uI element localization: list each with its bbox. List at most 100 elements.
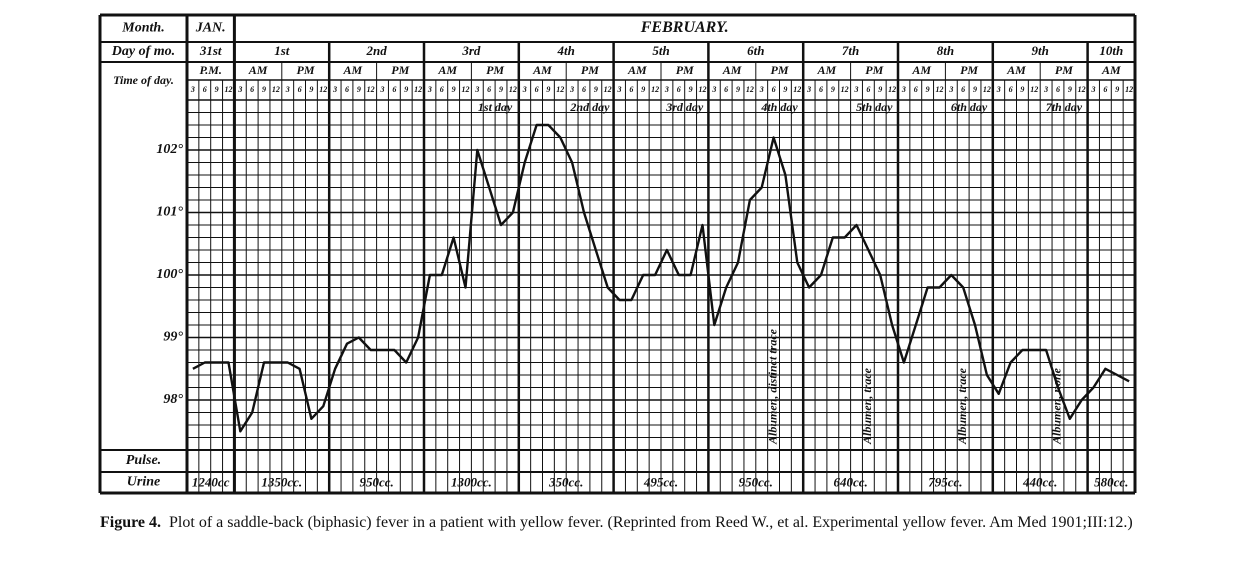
hour-label: 12	[651, 85, 659, 94]
hour-label: 9	[499, 85, 503, 94]
hour-label: 3	[380, 85, 385, 94]
urine-label: 580cc.	[1094, 474, 1128, 489]
hour-label: 9	[452, 85, 456, 94]
hour-label: 12	[461, 85, 469, 94]
hour-label: 3	[474, 85, 479, 94]
month-label: FEBRUARY.	[640, 19, 729, 36]
y-tick-label: 100°	[156, 267, 183, 282]
hour-label: 3	[664, 85, 669, 94]
hour-label: 9	[404, 85, 408, 94]
albumen-note: Albumen, trace	[860, 367, 874, 445]
y-tick-label: 98°	[163, 392, 183, 407]
hour-label: 12	[414, 85, 422, 94]
day-label: 10th	[1099, 43, 1123, 58]
urine-label: 1350cc.	[261, 474, 302, 489]
hour-label: 6	[819, 85, 823, 94]
urine-label: 1240cc	[192, 474, 230, 489]
day-label: 8th	[937, 43, 954, 58]
hour-label: 9	[783, 85, 787, 94]
period-label: PM	[297, 63, 315, 77]
illness-day-note: 5th day	[856, 100, 893, 114]
period-label: PM	[581, 63, 599, 77]
period-label: AM	[437, 63, 457, 77]
y-tick-label: 102°	[156, 142, 183, 157]
hour-label: 12	[1078, 85, 1086, 94]
hour-label: 9	[309, 85, 313, 94]
hour-label: 9	[736, 85, 740, 94]
illness-day-note: 4th day	[760, 100, 798, 114]
caption: Figure 4. Plot of a saddle-back (biphasi…	[100, 511, 1225, 534]
hour-label: 3	[806, 85, 811, 94]
period-label: AM	[532, 63, 552, 77]
hour-label: 6	[535, 85, 539, 94]
hour-label: 9	[215, 85, 219, 94]
hour-label: 12	[888, 85, 896, 94]
hour-label: 6	[298, 85, 302, 94]
hour-label: 12	[1030, 85, 1038, 94]
hour-label: 12	[793, 85, 801, 94]
caption-text: Plot of a saddle-back (biphasic) fever i…	[169, 514, 1133, 531]
hour-label: 6	[772, 85, 776, 94]
hour-label: 3	[901, 85, 906, 94]
hour-label: 12	[509, 85, 517, 94]
albumen-note: Albumen, none	[1050, 367, 1064, 445]
hour-label: 12	[556, 85, 564, 94]
hour-label: 3	[332, 85, 337, 94]
hour-label: 3	[711, 85, 716, 94]
illness-day-note: 1st day	[478, 100, 513, 114]
row-label: Pulse.	[126, 453, 161, 468]
hour-label: 6	[250, 85, 254, 94]
period-label: PM	[960, 63, 978, 77]
period-label: AM	[911, 63, 931, 77]
illness-day-note: 7th day	[1046, 100, 1083, 114]
row-label: Time of day.	[113, 73, 174, 87]
hour-label: 9	[641, 85, 645, 94]
day-label: 6th	[747, 43, 764, 58]
hour-label: 3	[190, 85, 195, 94]
hour-label: 3	[1091, 85, 1096, 94]
hour-label: 6	[1009, 85, 1013, 94]
urine-label: 495cc.	[643, 474, 678, 489]
illness-day-note: 3rd day	[665, 100, 704, 114]
period-label: PM	[771, 63, 789, 77]
hour-label: 6	[677, 85, 681, 94]
chart: 98°99°100°101°102°3 6 9 12 3 6 9 12 3 6 9 12 3 6 9 12 3 6…	[98, 13, 1137, 495]
hour-label: 6	[487, 85, 491, 94]
day-label: 7th	[842, 43, 859, 58]
hour-label: 12	[224, 85, 232, 94]
y-tick-label: 99°	[163, 330, 183, 345]
urine-label: 795cc.	[928, 474, 962, 489]
hour-label: 6	[440, 85, 444, 94]
day-label: 3rd	[461, 43, 481, 58]
hour-label: 9	[357, 85, 361, 94]
hour-label: 3	[996, 85, 1001, 94]
urine-label: 640cc.	[833, 474, 867, 489]
hour-label: 9	[1020, 85, 1024, 94]
period-label: AM	[817, 63, 837, 77]
row-label: Day of mo.	[111, 44, 175, 59]
row-label: Urine	[127, 475, 160, 490]
day-label: 31st	[199, 43, 222, 58]
hour-label: 3	[759, 85, 764, 94]
hour-label: 6	[345, 85, 349, 94]
hour-label: 6	[724, 85, 728, 94]
hour-label: 3	[522, 85, 527, 94]
hour-label: 12	[319, 85, 327, 94]
urine-label: 950cc.	[739, 474, 773, 489]
period-label: AM	[248, 63, 268, 77]
hour-label: 6	[866, 85, 870, 94]
hour-label: 3	[617, 85, 622, 94]
period-label: PM	[391, 63, 409, 77]
hour-label: 9	[1115, 85, 1119, 94]
temperature-line	[192, 123, 1130, 433]
hour-label: 6	[629, 85, 633, 94]
period-label: P.M.	[199, 63, 221, 77]
illness-day-note: 2nd day	[569, 100, 610, 114]
period-label: PM	[865, 63, 883, 77]
hour-label: 3	[854, 85, 859, 94]
period-label: AM	[1101, 63, 1121, 77]
day-label: 5th	[652, 43, 669, 58]
hour-label: 6	[582, 85, 586, 94]
hour-label: 3	[569, 85, 574, 94]
